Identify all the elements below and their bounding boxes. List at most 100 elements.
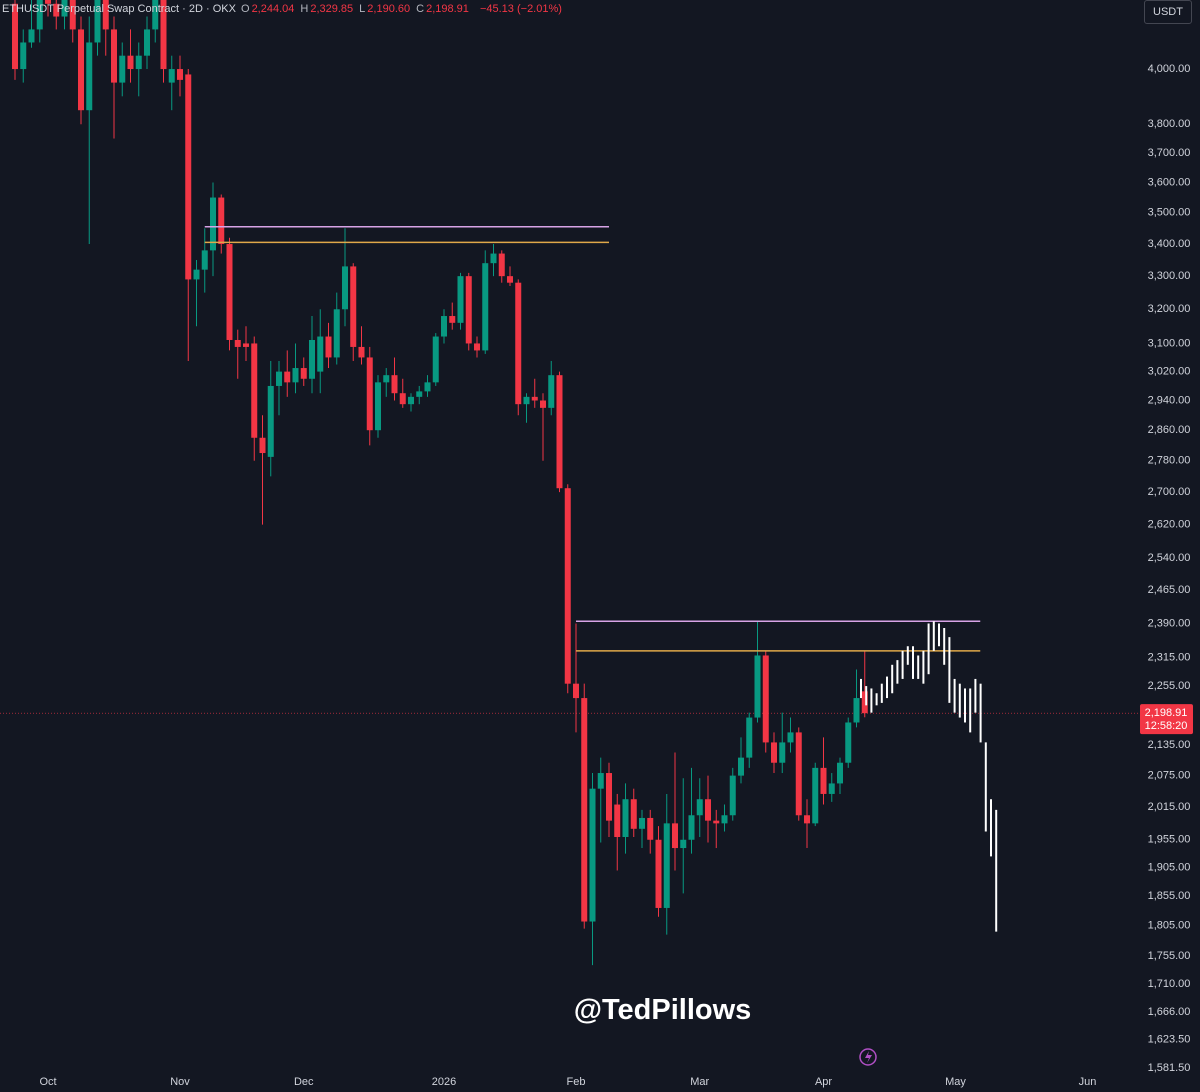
y-tick-label: 3,400.00 xyxy=(1148,238,1191,250)
x-tick-label: Dec xyxy=(294,1076,314,1088)
x-tick-label: Mar xyxy=(690,1076,709,1088)
candle-body xyxy=(416,391,423,397)
candle-body xyxy=(127,55,134,70)
candle-body xyxy=(589,788,596,922)
candle-body xyxy=(672,823,678,849)
candle-body xyxy=(663,823,670,908)
ohlc-value: 2,190.60 xyxy=(367,3,411,15)
price-tag xyxy=(1140,704,1193,735)
candle-body xyxy=(548,375,555,408)
y-tick-label: 3,300.00 xyxy=(1148,270,1191,282)
candle-body xyxy=(53,3,60,17)
symbol-title: ETHUSDT Perpetual Swap Contract · 2D · O… xyxy=(2,3,236,15)
ohlc-value: 2,244.04 xyxy=(251,3,295,15)
y-tick-label: 1,623.50 xyxy=(1148,1034,1191,1046)
y-tick-label: 2,015.00 xyxy=(1148,801,1191,813)
candle-body xyxy=(853,698,860,723)
candle-body xyxy=(738,757,744,776)
candle-body xyxy=(309,339,315,379)
y-tick-label: 1,905.00 xyxy=(1148,862,1191,874)
candle-body xyxy=(144,29,150,56)
candle-body xyxy=(614,804,621,838)
candle-body xyxy=(622,799,629,838)
candle-body xyxy=(276,371,282,386)
y-tick-label: 2,780.00 xyxy=(1148,455,1191,467)
candle-body xyxy=(845,722,852,763)
currency-button[interactable]: USDT xyxy=(1144,0,1192,24)
candle-body xyxy=(333,309,340,358)
candle-body xyxy=(482,263,489,351)
candle-body xyxy=(408,396,414,405)
candle-body xyxy=(300,368,307,379)
candle-body xyxy=(342,266,348,310)
candle-body xyxy=(771,742,777,763)
y-tick-label: 2,135.00 xyxy=(1148,739,1191,751)
y-tick-label: 2,940.00 xyxy=(1148,394,1191,406)
candle-body xyxy=(507,276,513,283)
y-tick-label: 2,255.00 xyxy=(1148,680,1191,692)
y-tick-label: 2,465.00 xyxy=(1148,584,1191,596)
x-tick-label: Jun xyxy=(1079,1076,1097,1088)
candle-body xyxy=(210,197,216,251)
candle-body xyxy=(556,375,563,489)
candle-body xyxy=(185,74,192,280)
x-tick-label: Oct xyxy=(39,1076,56,1088)
candle-body xyxy=(746,717,753,758)
y-tick-label: 4,000.00 xyxy=(1148,63,1191,75)
price-tag-value: 2,198.91 xyxy=(1145,707,1188,719)
candle-body xyxy=(795,732,802,816)
ohlc-value: 2,198.91 xyxy=(426,3,469,15)
candle-body xyxy=(284,371,291,383)
ohlc-legend: O 2,244.04 H 2,329.85 L 2,190.60 C 2,198.91 xyxy=(241,3,475,15)
x-tick-label: Feb xyxy=(567,1076,586,1088)
ohlc-key: C xyxy=(416,3,425,15)
candle-body xyxy=(531,396,538,401)
candle-body xyxy=(696,799,703,816)
candle-body xyxy=(350,266,357,347)
candle-body xyxy=(218,197,225,245)
candle-body xyxy=(168,69,175,83)
candle-body xyxy=(523,396,530,405)
candle-body xyxy=(243,343,249,347)
y-tick-label: 3,500.00 xyxy=(1148,207,1191,219)
candle-body xyxy=(861,691,868,714)
candle-body xyxy=(267,385,274,457)
candle-body xyxy=(474,343,480,351)
candle-body xyxy=(498,253,505,277)
candle-body xyxy=(490,253,497,264)
ohlc-key: H xyxy=(300,3,309,15)
candle-body xyxy=(366,357,373,431)
candle-body xyxy=(78,29,84,111)
candle-body xyxy=(828,783,835,794)
candle-body xyxy=(325,336,332,358)
y-tick-label: 3,800.00 xyxy=(1148,118,1191,130)
ohlc-key: L xyxy=(359,3,366,15)
candle-body xyxy=(515,282,522,405)
y-tick-label: 3,600.00 xyxy=(1148,176,1191,188)
y-tick-label: 2,700.00 xyxy=(1148,486,1191,498)
x-tick-label: May xyxy=(945,1076,966,1088)
candle-body xyxy=(820,767,827,794)
candle-body xyxy=(564,488,571,684)
y-tick-label: 3,100.00 xyxy=(1148,337,1191,349)
y-tick-label: 3,700.00 xyxy=(1148,147,1191,159)
watermark: @TedPillows xyxy=(573,994,752,1026)
candle-body xyxy=(721,815,728,824)
candle-body xyxy=(234,339,241,347)
candle-body xyxy=(754,655,761,718)
candle-body xyxy=(111,29,117,83)
y-tick-label: 1,755.00 xyxy=(1148,950,1191,962)
candle-body xyxy=(424,382,431,392)
candle-body xyxy=(804,815,810,824)
candle-body xyxy=(432,336,439,383)
candle-body xyxy=(28,29,35,43)
candle-body xyxy=(787,732,794,743)
candle-body xyxy=(20,42,27,70)
candle-body xyxy=(779,742,786,763)
y-tick-label: 3,200.00 xyxy=(1148,303,1191,315)
y-tick-label: 2,860.00 xyxy=(1148,424,1191,436)
candle-body xyxy=(762,655,769,743)
